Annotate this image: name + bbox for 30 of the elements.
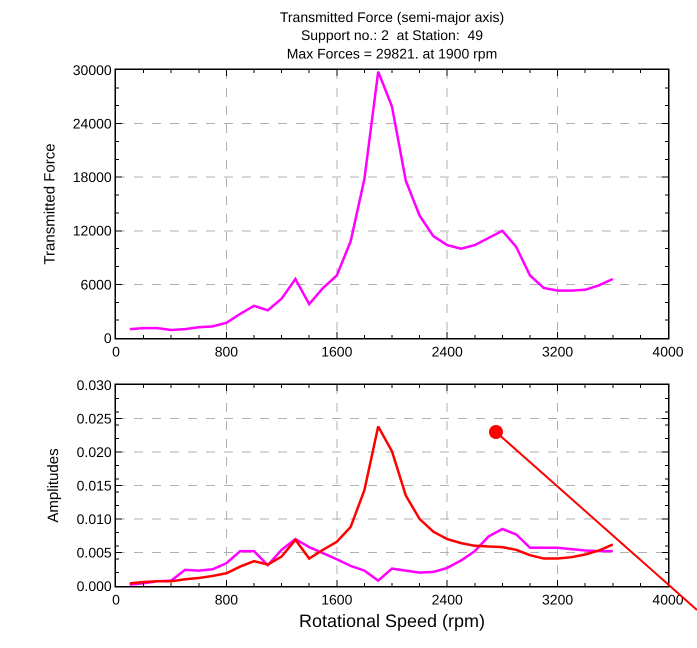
x-tick-label: 4000 [652, 343, 684, 360]
x-tick-label: 1600 [321, 591, 353, 608]
y-tick-label: 0.000 [76, 578, 112, 594]
x-tick-label: 3200 [542, 591, 574, 608]
x-tick-label: 1600 [321, 343, 353, 360]
x-tick-label: 800 [214, 591, 238, 608]
y-tick-label: 30000 [72, 62, 112, 78]
y-tick-label: 12000 [72, 222, 112, 239]
y-axis-title: Transmitted Force [41, 143, 58, 265]
y-tick-label: 0 [104, 330, 112, 346]
line-series [128, 70, 614, 332]
y-axis-title: Amplitudes [45, 448, 62, 523]
y-tick-label: 0.020 [76, 444, 112, 460]
chart-subtitle: Support no.: 2 at Station: 49 Max Forces = 29821. at 1900 rpm [286, 27, 498, 62]
y-tick-label: 0.025 [76, 410, 112, 426]
y-tick-label: 0.015 [76, 477, 112, 494]
x-tick-label: 2400 [432, 343, 463, 360]
line-series [128, 425, 614, 585]
x-axis-title: Rotational Speed (rpm) [298, 611, 486, 632]
y-tick-label: 0.005 [76, 544, 112, 560]
y-tick-label: 6000 [80, 276, 112, 292]
y-tick-label: 24000 [72, 116, 112, 132]
x-tick-label: 2400 [432, 591, 463, 608]
x-tick-label: 800 [214, 343, 238, 360]
x-tick-label: 4000 [652, 591, 684, 608]
chart-title: Transmitted Force (semi-major axis) [280, 9, 504, 25]
y-tick-label: 0.010 [76, 510, 112, 527]
x-tick-label: 3200 [542, 343, 574, 360]
y-tick-label: 0.030 [76, 376, 112, 393]
y-tick-label: 18000 [72, 169, 112, 186]
